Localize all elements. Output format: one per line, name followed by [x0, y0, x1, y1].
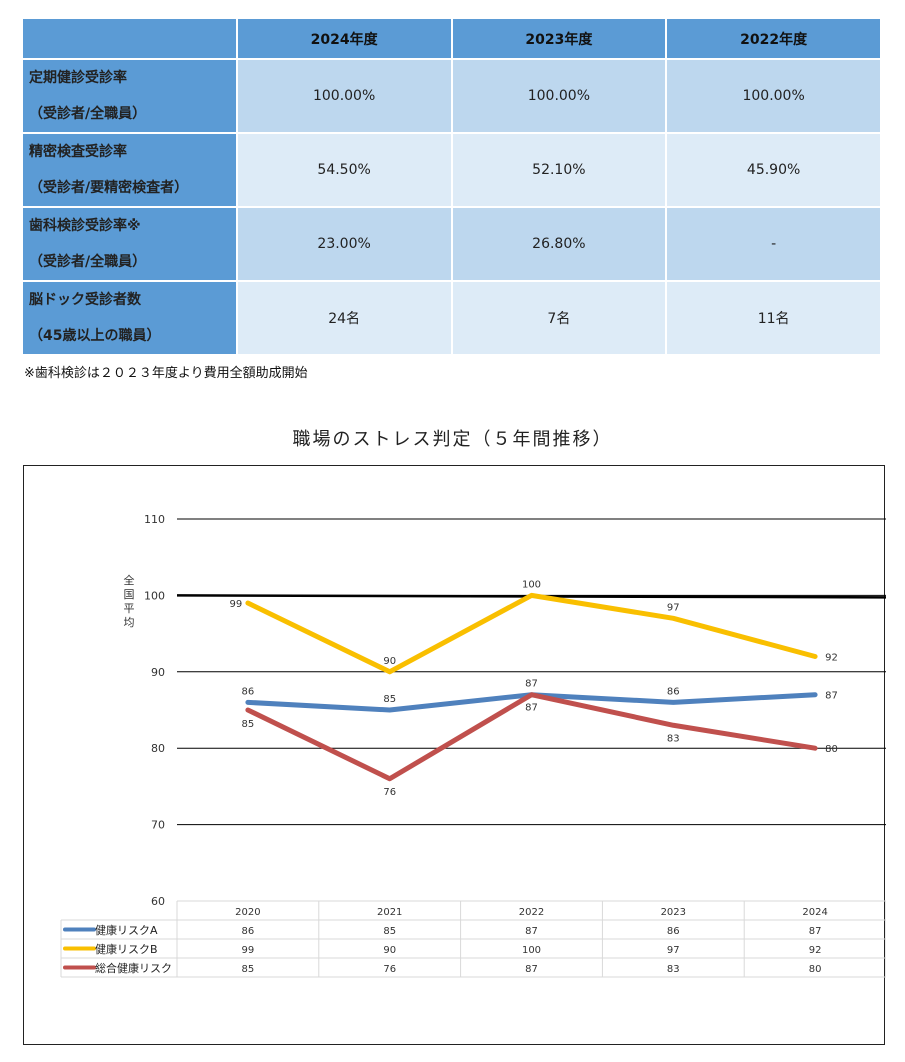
data-label: 86: [667, 686, 680, 697]
data-table-cell: 85: [242, 964, 255, 975]
data-label: 90: [383, 656, 396, 667]
table-cell: -: [667, 208, 880, 280]
table-cell: 100.00%: [667, 60, 880, 132]
table-cell: 54.50%: [237, 134, 451, 206]
row-header: 歯科検診受診率※ （受診者/全職員）: [23, 208, 236, 280]
y-tick-label: 100: [144, 589, 165, 602]
series-line: [245, 692, 818, 782]
category-label: 2023: [661, 907, 686, 918]
data-table-cell: 87: [525, 964, 538, 975]
data-label: 87: [825, 691, 838, 702]
data-label: 87: [525, 679, 538, 690]
data-label: 76: [383, 787, 396, 798]
data-label: 85: [383, 694, 396, 705]
data-table-cell: 99: [242, 945, 255, 956]
data-table-cell: 86: [242, 926, 255, 937]
reference-label-char: 国: [124, 588, 135, 601]
data-label: 80: [825, 744, 838, 755]
y-tick-label: 110: [144, 513, 165, 526]
table-cell: 23.00%: [237, 208, 451, 280]
data-table-cell: 90: [383, 945, 396, 956]
table-cell: 100.00%: [237, 60, 451, 132]
category-label: 2024: [802, 907, 827, 918]
table-header-row: 2024年度 2023年度 2022年度: [23, 19, 880, 58]
table-row: 定期健診受診率 （受診者/全職員） 100.00% 100.00% 100.00…: [23, 60, 880, 132]
y-tick-label: 90: [151, 666, 165, 679]
data-label: 87: [525, 703, 538, 714]
row-title: 脳ドック受診者数: [29, 292, 141, 308]
data-table-cell: 92: [809, 945, 822, 956]
category-label: 2021: [377, 907, 402, 918]
table-row: 精密検査受診率 （受診者/要精密検査者） 54.50% 52.10% 45.90…: [23, 134, 880, 206]
row-header: 脳ドック受診者数 （45歳以上の職員）: [23, 282, 236, 354]
header-2023: 2023年度: [452, 19, 666, 58]
y-tick-label: 70: [151, 819, 165, 832]
data-label: 97: [667, 602, 680, 613]
row-header: 定期健診受診率 （受診者/全職員）: [23, 60, 236, 132]
header-blank: [23, 19, 236, 58]
data-label: 100: [522, 579, 541, 590]
row-subtitle: （受診者/全職員）: [29, 106, 147, 122]
table-cell: 52.10%: [452, 134, 666, 206]
data-table-cell: 87: [525, 926, 538, 937]
data-label: 86: [242, 686, 255, 697]
table-cell: 45.90%: [667, 134, 880, 206]
reference-label-char: 均: [124, 616, 135, 629]
header-2024: 2024年度: [237, 19, 451, 58]
data-table-cell: 85: [383, 926, 396, 937]
data-table-cell: 87: [809, 926, 822, 937]
data-table-cell: 97: [667, 945, 680, 956]
chart-title: 職場のストレス判定（５年間推移）: [292, 429, 613, 450]
data-table-cell: 80: [809, 964, 822, 975]
row-title: 定期健診受診率: [29, 70, 127, 86]
data-table-cell: 86: [667, 926, 680, 937]
data-table-cell: 76: [383, 964, 396, 975]
category-label: 2020: [235, 907, 260, 918]
table-cell: 100.00%: [452, 60, 666, 132]
data-label: 92: [825, 653, 838, 664]
legend-label: 健康リスクB: [95, 942, 158, 956]
table-cell: 26.80%: [452, 208, 666, 280]
row-title: 歯科検診受診率※: [29, 218, 141, 234]
legend-label: 健康リスクA: [95, 923, 158, 937]
legend-label: 総合健康リスク: [95, 961, 172, 975]
data-label: 85: [242, 719, 255, 730]
row-subtitle: （受診者/全職員）: [29, 254, 147, 270]
data-table-cell: 100: [522, 945, 541, 956]
reference-label-char: 全: [124, 573, 135, 587]
table-row: 歯科検診受診率※ （受診者/全職員） 23.00% 26.80% -: [23, 208, 880, 280]
category-label: 2022: [519, 907, 544, 918]
header-2022: 2022年度: [667, 19, 880, 58]
health-stats-table: 2024年度 2023年度 2022年度 定期健診受診率 （受診者/全職員） 1…: [21, 17, 882, 356]
y-tick-label: 80: [151, 742, 165, 755]
series-line: [245, 592, 818, 675]
row-title: 精密検査受診率: [29, 144, 127, 160]
row-subtitle: （45歳以上の職員）: [29, 328, 161, 344]
footnote: ※歯科検診は２０２３年度より費用全額助成開始: [24, 366, 308, 381]
table-cell: 11名: [667, 282, 880, 354]
reference-label-char: 平: [124, 602, 135, 615]
table-cell: 24名: [237, 282, 451, 354]
data-table-cell: 83: [667, 964, 680, 975]
data-label: 99: [230, 599, 243, 610]
table-row: 脳ドック受診者数 （45歳以上の職員） 24名 7名 11名: [23, 282, 880, 354]
row-header: 精密検査受診率 （受診者/要精密検査者）: [23, 134, 236, 206]
table-cell: 7名: [452, 282, 666, 354]
row-subtitle: （受診者/要精密検査者）: [29, 180, 189, 196]
y-tick-label: 60: [151, 895, 165, 908]
chart-frame: 60 70 80 90 100 110 全国平均 86 85 87 86 87 99 90 100 97 92 8…: [23, 465, 886, 1045]
data-label: 83: [667, 733, 680, 744]
